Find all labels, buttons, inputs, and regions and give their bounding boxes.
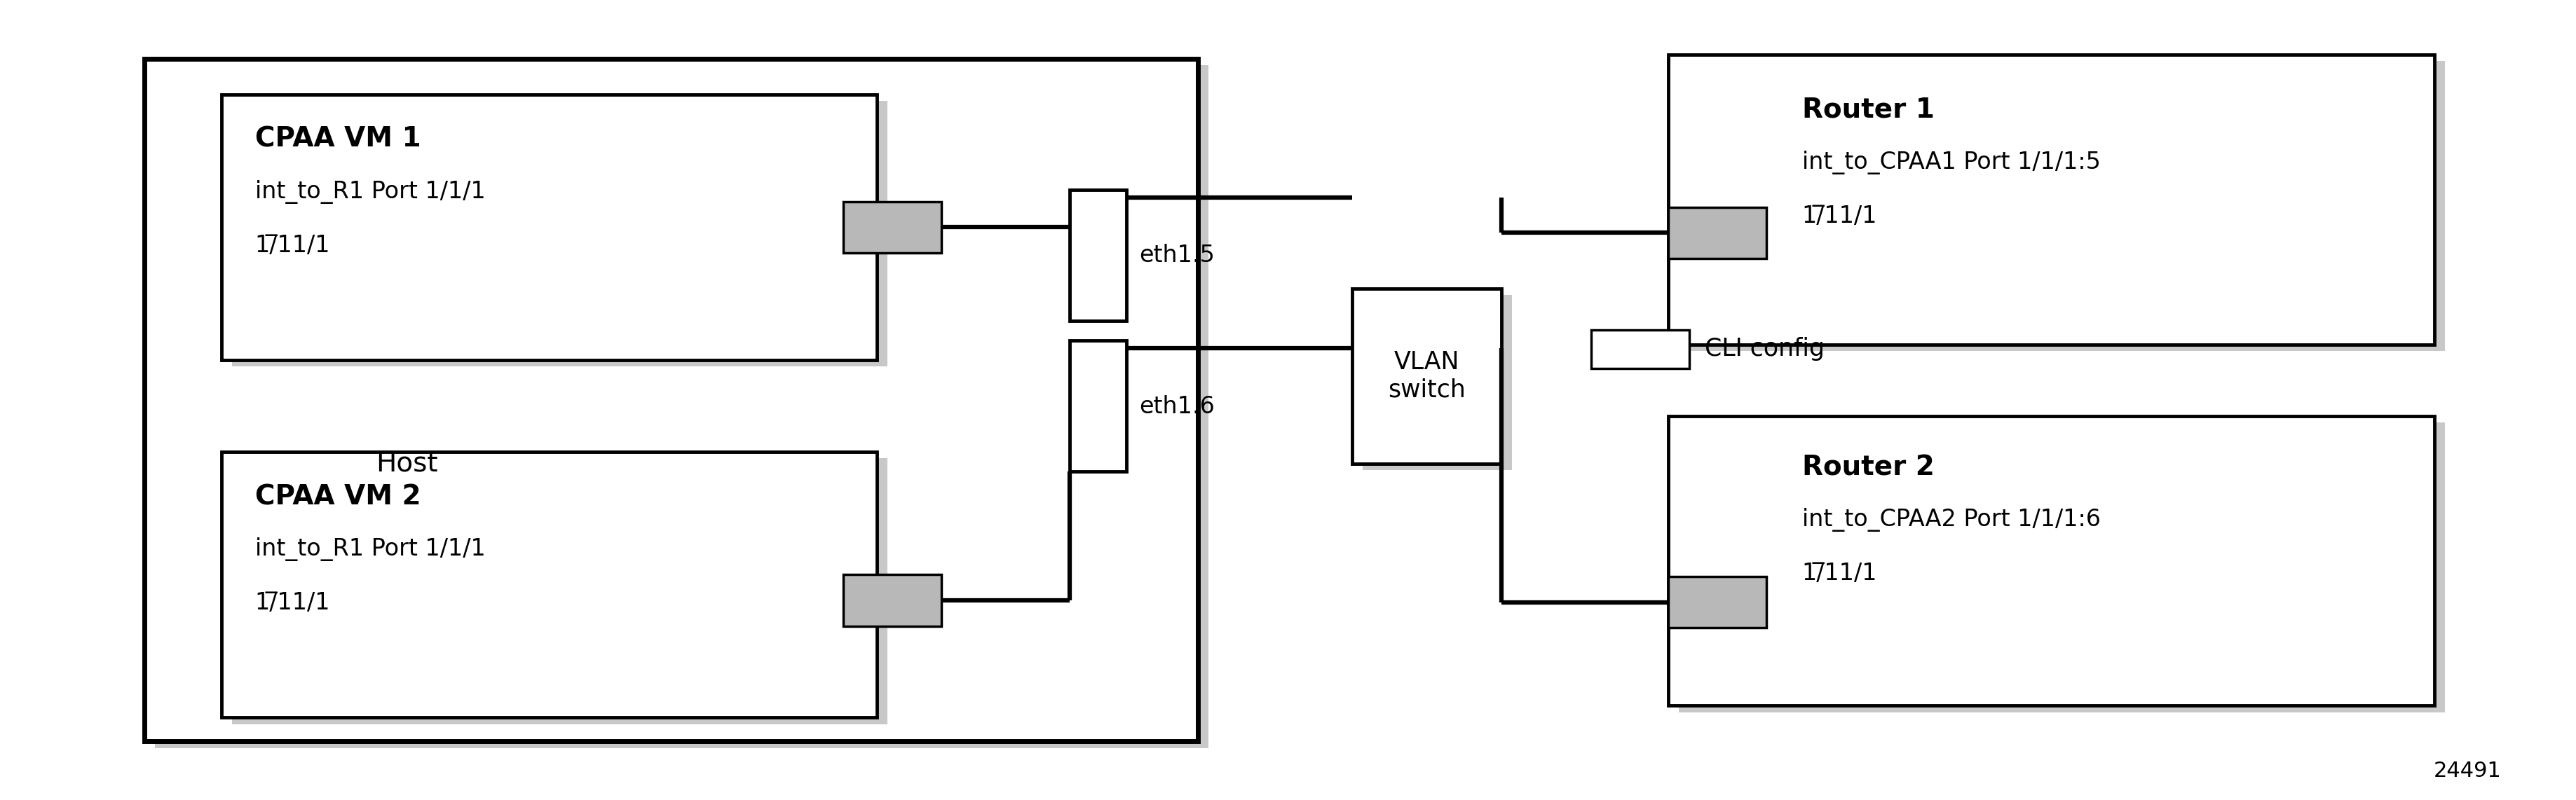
Bar — [1069, 341, 1126, 471]
Bar — [842, 574, 940, 626]
Bar — [232, 458, 886, 724]
Text: VLAN
switch: VLAN switch — [1388, 350, 1466, 402]
Text: 1/̅11/1: 1/̅11/1 — [255, 234, 330, 257]
Text: Router 2: Router 2 — [1803, 454, 1935, 481]
Bar — [144, 58, 1198, 742]
Text: 1/̅11/1: 1/̅11/1 — [1803, 205, 1878, 228]
Text: CPAA VM 1: CPAA VM 1 — [255, 126, 420, 153]
Text: int_to_CPAA1 Port 1/1/1:5: int_to_CPAA1 Port 1/1/1:5 — [1803, 150, 2099, 174]
Bar — [1669, 416, 2434, 706]
Bar — [1352, 289, 1502, 463]
Text: eth1.6: eth1.6 — [1139, 394, 1213, 418]
Text: 1/̅11/1: 1/̅11/1 — [255, 591, 330, 614]
Bar — [1680, 422, 2445, 712]
Bar — [1363, 295, 1512, 470]
Bar — [222, 94, 876, 360]
Bar — [1669, 54, 2434, 345]
Bar — [155, 65, 1208, 748]
Bar — [1669, 207, 1767, 258]
Text: CPAA VM 2: CPAA VM 2 — [255, 483, 420, 510]
Bar — [842, 202, 940, 253]
Text: Router 1: Router 1 — [1803, 97, 1935, 123]
Text: int_to_R1 Port 1/1/1: int_to_R1 Port 1/1/1 — [255, 180, 484, 204]
Bar — [1669, 576, 1767, 628]
Bar — [1592, 330, 1690, 368]
Text: Host: Host — [376, 450, 438, 477]
Text: int_to_CPAA2 Port 1/1/1:6: int_to_CPAA2 Port 1/1/1:6 — [1803, 508, 2099, 532]
Bar — [232, 101, 886, 366]
Text: int_to_R1 Port 1/1/1: int_to_R1 Port 1/1/1 — [255, 538, 484, 562]
Text: 1/̅11/1: 1/̅11/1 — [1803, 562, 1878, 585]
Text: eth1.5: eth1.5 — [1139, 244, 1213, 267]
Bar — [1680, 61, 2445, 350]
Text: 24491: 24491 — [2434, 761, 2501, 781]
Text: CLI config: CLI config — [1705, 338, 1824, 361]
Bar — [1069, 190, 1126, 321]
Bar — [222, 452, 876, 718]
